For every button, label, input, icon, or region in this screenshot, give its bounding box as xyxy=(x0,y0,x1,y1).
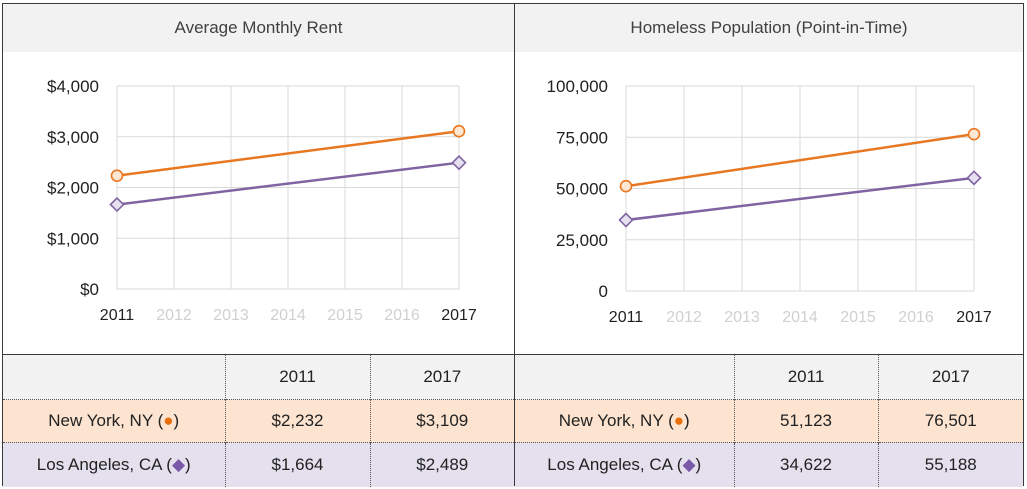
homeless-point-new-york-2017 xyxy=(967,127,981,141)
rent-x-tick-label: 2014 xyxy=(270,307,306,324)
rent-table-header-row: 2011 2017 xyxy=(3,354,514,400)
homeless-point-new-york-2011 xyxy=(619,179,633,193)
homeless-la-2017: 55,188 xyxy=(877,442,1023,487)
homeless-series-line-los-angeles xyxy=(625,176,975,222)
homeless-x-tick-label: 2014 xyxy=(782,309,818,326)
rent-row-label-los-angeles: Los Angeles, CA (◆) xyxy=(3,442,225,487)
rent-x-tick-label: 2016 xyxy=(384,307,420,324)
homeless-y-tick-label: 75,000 xyxy=(556,128,608,147)
homeless-header-blank xyxy=(515,354,734,400)
rent-y-tick-label: $2,000 xyxy=(47,179,99,198)
circle-icon: ● xyxy=(163,411,174,430)
rent-series-line-los-angeles xyxy=(116,161,460,206)
rent-row-new-york: New York, NY (●) $2,232 $3,109 xyxy=(3,399,514,443)
homeless-panel: Homeless Population (Point-in-Time) 0 25,… xyxy=(514,3,1024,487)
homeless-gridlines xyxy=(625,85,975,292)
rent-y-tick-label: $0 xyxy=(80,280,99,299)
homeless-point-los-angeles-2017 xyxy=(966,170,982,186)
rent-x-tick-label: 2011 xyxy=(100,307,135,324)
rent-y-tick-label: $4,000 xyxy=(47,77,99,96)
homeless-table-header-row: 2011 2017 xyxy=(515,354,1023,400)
rent-panel: Average Monthly Rent $0 $1,000 $2,000 $3,00… xyxy=(2,3,515,487)
rent-point-los-angeles-2011 xyxy=(109,196,125,213)
rent-table: 2011 2017 New York, NY (●) $2,232 $3,109… xyxy=(3,354,514,487)
rent-x-tick-label: 2013 xyxy=(213,307,249,324)
homeless-ny-2017: 76,501 xyxy=(877,399,1023,443)
rent-x-tick-label: 2017 xyxy=(441,307,477,324)
rent-point-new-york-2017 xyxy=(452,124,466,138)
homeless-y-tick-label: 100,000 xyxy=(547,77,608,96)
homeless-y-tick-label: 50,000 xyxy=(556,180,608,199)
circle-icon: ● xyxy=(673,411,685,430)
homeless-row-label-los-angeles: Los Angeles, CA (◆) xyxy=(515,442,734,487)
diamond-icon: ◆ xyxy=(171,455,186,474)
homeless-la-2011: 34,622 xyxy=(733,442,878,487)
homeless-y-tick-label: 25,000 xyxy=(556,231,608,250)
rent-la-2011: $1,664 xyxy=(224,442,370,487)
rent-line-chart: $0 $1,000 $2,000 $3,000 $4,000 2011 2012 2013 20… xyxy=(47,77,477,324)
homeless-row-los-angeles: Los Angeles, CA (◆) 34,622 55,188 xyxy=(515,442,1023,487)
homeless-x-tick-label: 2015 xyxy=(840,309,876,326)
homeless-x-tick-label: 2017 xyxy=(956,309,992,326)
rent-ny-2017: $3,109 xyxy=(369,399,514,443)
homeless-x-tick-label: 2013 xyxy=(724,309,760,326)
rent-ny-2011: $2,232 xyxy=(224,399,370,443)
rent-la-2017: $2,489 xyxy=(369,442,514,487)
rent-point-los-angeles-2017 xyxy=(451,155,467,171)
homeless-x-tick-label: 2011 xyxy=(609,309,644,326)
homeless-x-tick-label: 2012 xyxy=(666,309,702,326)
homeless-header-2011: 2011 xyxy=(733,354,878,400)
rent-series-line-new-york xyxy=(116,129,460,177)
rent-x-tick-label: 2015 xyxy=(327,307,363,324)
homeless-row-new-york: New York, NY (●) 51,123 76,501 xyxy=(515,399,1023,443)
homeless-header-2017: 2017 xyxy=(877,354,1023,400)
rent-header-2017: 2017 xyxy=(369,354,514,400)
homeless-series-line-new-york xyxy=(625,132,975,188)
diamond-icon: ◆ xyxy=(682,455,696,474)
rent-row-los-angeles: Los Angeles, CA (◆) $1,664 $2,489 xyxy=(3,442,514,487)
rent-point-new-york-2011 xyxy=(110,169,124,183)
homeless-point-los-angeles-2011 xyxy=(618,212,634,228)
rent-gridlines xyxy=(116,85,460,290)
rent-header-blank xyxy=(3,354,225,400)
homeless-line-chart: 0 25,000 50,000 75,000 100,000 2011 2012 2013 20… xyxy=(547,77,992,326)
homeless-chart-title: Homeless Population (Point-in-Time) xyxy=(515,4,1023,52)
homeless-ny-2011: 51,123 xyxy=(733,399,878,443)
homeless-table: 2011 2017 New York, NY (●) 51,123 76,501… xyxy=(515,354,1023,487)
homeless-x-tick-label: 2016 xyxy=(898,309,934,326)
rent-x-tick-label: 2012 xyxy=(156,307,192,324)
homeless-row-label-new-york: New York, NY (●) xyxy=(515,399,734,443)
rent-y-tick-label: $3,000 xyxy=(47,128,99,147)
rent-y-tick-label: $1,000 xyxy=(47,229,99,248)
homeless-y-tick-label: 0 xyxy=(599,282,608,301)
rent-chart-title: Average Monthly Rent xyxy=(3,4,514,52)
rent-header-2011: 2011 xyxy=(224,354,370,400)
rent-row-label-new-york: New York, NY (●) xyxy=(3,399,225,443)
